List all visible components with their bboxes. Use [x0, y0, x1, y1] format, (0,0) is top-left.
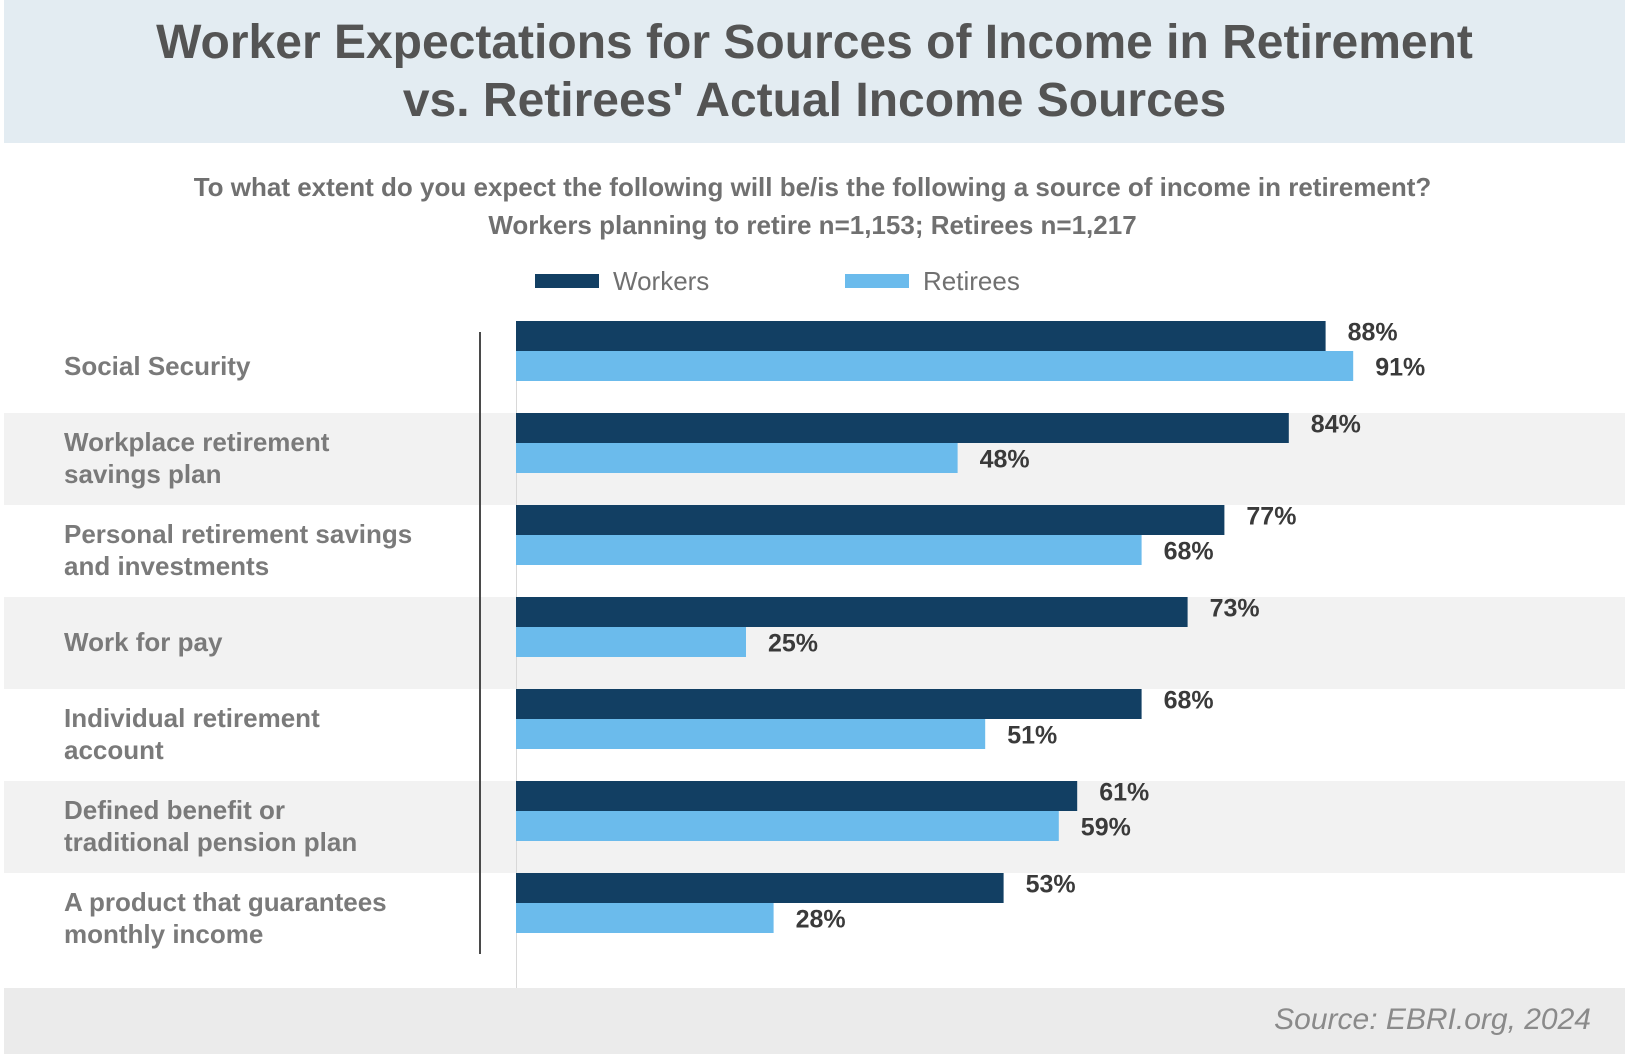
value-label-retirees: 51%	[1007, 722, 1057, 750]
value-label-workers: 88%	[1348, 319, 1398, 347]
source-note: Source: EBRI.org, 2024	[1274, 1003, 1591, 1036]
value-label-workers: 77%	[1246, 503, 1296, 531]
bar-workers	[516, 781, 1078, 811]
category-label: A product that guarantees monthly income	[64, 887, 387, 949]
category-label: Work for pay	[64, 627, 223, 657]
category-label: Defined benefit or traditional pension pl…	[64, 795, 358, 857]
category-label: Personal retirement savings and investmen…	[64, 519, 413, 581]
value-label-workers: 68%	[1164, 687, 1214, 715]
bar-retirees	[516, 719, 986, 749]
chart-subtitle: To what extent do you expect the followi…	[0, 168, 1625, 244]
subtitle-sample-sizes: Workers planning to retire n=1,153; Reti…	[488, 210, 1137, 240]
value-label-retirees: 48%	[980, 446, 1030, 474]
value-label-workers: 61%	[1099, 779, 1149, 807]
bar-workers	[516, 597, 1188, 627]
value-label-retirees: 59%	[1081, 814, 1131, 842]
bar-workers	[516, 321, 1326, 351]
legend: Workers Retirees	[0, 264, 1625, 298]
value-label-retirees: 25%	[768, 630, 818, 658]
bar-workers	[516, 413, 1289, 443]
bar-retirees	[516, 351, 1354, 381]
category-label: Workplace retirement savings plan	[64, 427, 330, 489]
subtitle-question: To what extent do you expect the followi…	[193, 172, 1432, 202]
bar-workers	[516, 873, 1004, 903]
legend-swatch-retirees	[845, 274, 909, 288]
chart-title: Worker Expectations for Sources of Incom…	[4, 14, 1625, 130]
title-banner: Worker Expectations for Sources of Incom…	[4, 0, 1625, 143]
value-label-retirees: 68%	[1164, 538, 1214, 566]
label-divider	[479, 332, 481, 954]
legend-label-retirees: Retirees	[923, 266, 1020, 296]
legend-label-workers: Workers	[613, 266, 710, 296]
bar-retirees	[516, 627, 746, 657]
bar-retirees	[516, 811, 1059, 841]
legend-swatch-workers	[535, 274, 599, 288]
value-label-retirees: 91%	[1375, 354, 1425, 382]
chart-title-line-2: vs. Retirees' Actual Income Sources	[402, 74, 1227, 127]
chart-title-line-1: Worker Expectations for Sources of Incom…	[156, 16, 1473, 69]
value-label-retirees: 28%	[796, 906, 846, 934]
bar-workers	[516, 689, 1142, 719]
bar-retirees	[516, 903, 774, 933]
value-label-workers: 84%	[1311, 411, 1361, 439]
bar-retirees	[516, 443, 958, 473]
category-label: Individual retirement account	[64, 703, 320, 765]
value-label-workers: 53%	[1026, 871, 1076, 899]
bar-retirees	[516, 535, 1142, 565]
footer: Source: EBRI.org, 2024	[4, 988, 1625, 1054]
value-label-workers: 73%	[1210, 595, 1260, 623]
category-label: Social Security	[64, 351, 251, 381]
bar-workers	[516, 505, 1225, 535]
